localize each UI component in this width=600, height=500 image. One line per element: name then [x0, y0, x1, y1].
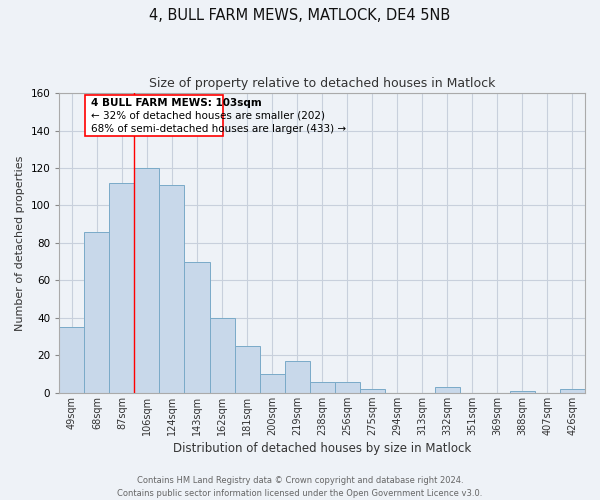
Bar — [360, 389, 385, 393]
Bar — [160, 185, 184, 393]
Text: Contains HM Land Registry data © Crown copyright and database right 2024.
Contai: Contains HM Land Registry data © Crown c… — [118, 476, 482, 498]
Text: ← 32% of detached houses are smaller (202): ← 32% of detached houses are smaller (20… — [91, 111, 325, 121]
Text: 4, BULL FARM MEWS, MATLOCK, DE4 5NB: 4, BULL FARM MEWS, MATLOCK, DE4 5NB — [149, 8, 451, 22]
Bar — [59, 327, 85, 393]
Bar — [134, 168, 160, 393]
Bar — [435, 387, 460, 393]
Bar — [284, 361, 310, 393]
Bar — [184, 262, 209, 393]
Bar — [560, 389, 585, 393]
Bar — [510, 391, 535, 393]
FancyBboxPatch shape — [85, 95, 223, 136]
Text: 4 BULL FARM MEWS: 103sqm: 4 BULL FARM MEWS: 103sqm — [91, 98, 262, 108]
X-axis label: Distribution of detached houses by size in Matlock: Distribution of detached houses by size … — [173, 442, 471, 455]
Title: Size of property relative to detached houses in Matlock: Size of property relative to detached ho… — [149, 78, 496, 90]
Bar — [85, 232, 109, 393]
Y-axis label: Number of detached properties: Number of detached properties — [15, 155, 25, 330]
Bar — [335, 382, 360, 393]
Bar — [209, 318, 235, 393]
Text: 68% of semi-detached houses are larger (433) →: 68% of semi-detached houses are larger (… — [91, 124, 346, 134]
Bar — [109, 183, 134, 393]
Bar — [310, 382, 335, 393]
Bar — [260, 374, 284, 393]
Bar — [235, 346, 260, 393]
